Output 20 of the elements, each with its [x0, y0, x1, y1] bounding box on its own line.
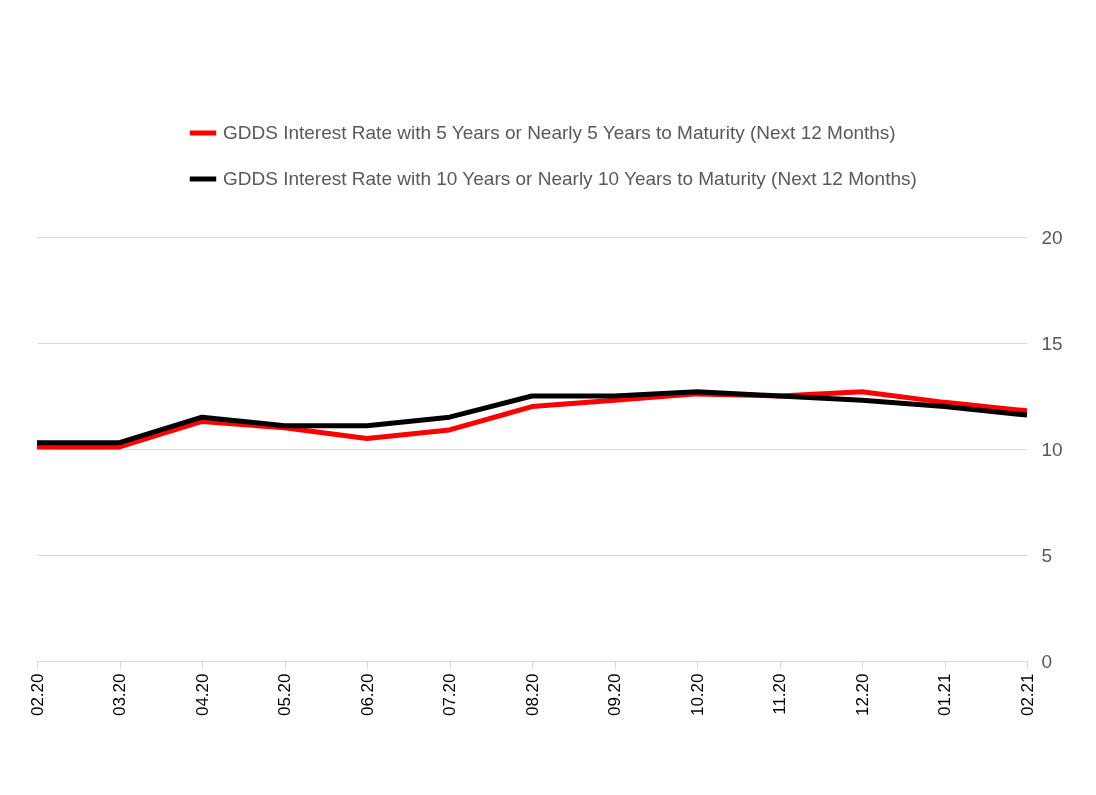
x-tick-label: 01.21 — [935, 673, 954, 717]
x-tick-label: 06.20 — [357, 673, 377, 717]
legend-label: GDDS Interest Rate with 10 Years or Nearly 10 Years to Maturity (Next 12 Months) — [223, 168, 917, 189]
x-tick-label: 11.20 — [770, 673, 789, 715]
y-tick-label: 15 — [1041, 332, 1063, 354]
x-tick-label: 02.21 — [1017, 673, 1037, 717]
y-tick-label: 20 — [1041, 226, 1063, 248]
y-tick-label: 5 — [1041, 544, 1053, 566]
x-tick-label: 10.20 — [687, 673, 707, 717]
x-tick-label: 04.20 — [192, 673, 212, 717]
x-tick-label: 02.20 — [27, 673, 47, 717]
x-tick-label: 08.20 — [522, 673, 542, 717]
x-tick-label: 07.20 — [440, 673, 459, 717]
y-tick-label: 0 — [1041, 650, 1053, 672]
x-tick-label: 05.20 — [275, 673, 294, 717]
legend-label: GDDS Interest Rate with 5 Years or Nearly 5 Years to Maturity (Next 12 Months) — [223, 122, 896, 143]
x-tick-label: 03.20 — [110, 673, 129, 717]
x-tick-label: 12.20 — [852, 673, 872, 717]
y-tick-label: 10 — [1041, 438, 1063, 460]
x-tick-label: 09.20 — [605, 673, 624, 717]
